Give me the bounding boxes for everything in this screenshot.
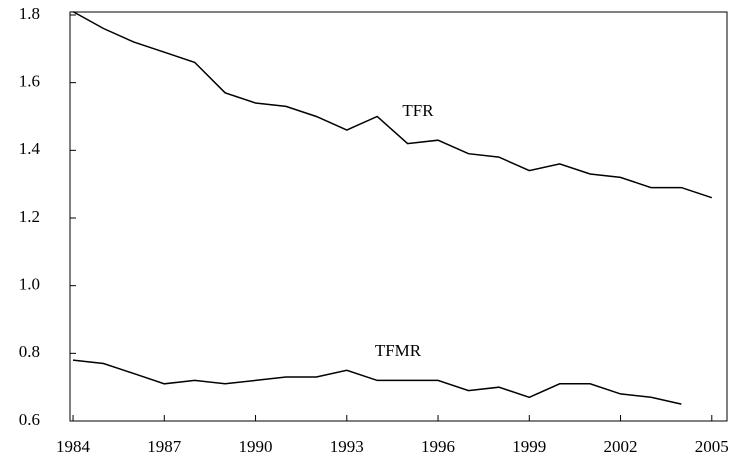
x-tick-label: 1990 <box>239 437 273 456</box>
series-label: TFMR <box>375 341 422 360</box>
x-tick-label: 1999 <box>512 437 546 456</box>
x-tick-label: 2002 <box>604 437 638 456</box>
series-line <box>72 10 713 199</box>
y-tick-label: 1.0 <box>19 275 40 294</box>
y-tick-label: 1.4 <box>19 139 41 158</box>
x-tick-label: 1984 <box>56 437 91 456</box>
plot-frame <box>69 11 728 422</box>
x-tick-label: 1987 <box>147 437 182 456</box>
series-label: TFR <box>402 101 434 120</box>
x-tick-label: 1993 <box>330 437 364 456</box>
y-tick-label: 0.8 <box>19 342 40 361</box>
y-tick-label: 0.6 <box>19 410 40 429</box>
y-tick-label: 1.8 <box>19 4 40 23</box>
y-tick-label: 1.2 <box>19 207 40 226</box>
series-line <box>72 359 682 405</box>
x-tick-label: 2005 <box>695 437 729 456</box>
y-tick-label: 1.6 <box>19 72 40 91</box>
x-tick-label: 1996 <box>421 437 455 456</box>
